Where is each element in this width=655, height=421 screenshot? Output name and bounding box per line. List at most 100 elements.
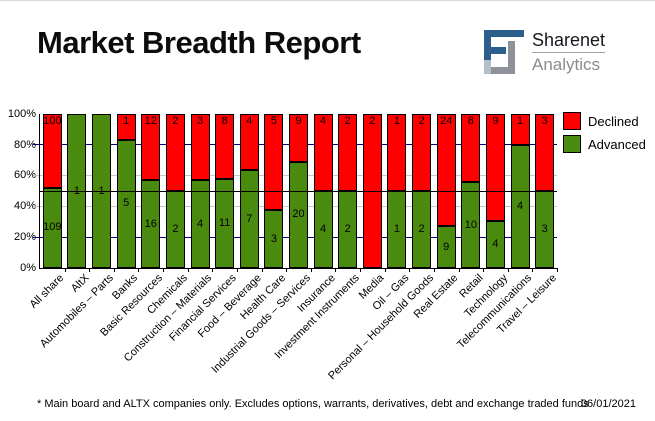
bar-4: 12 16 (141, 114, 161, 268)
segment-advanced: 20 (289, 161, 308, 268)
declined-value: 4 (320, 115, 327, 127)
x-tickmark (113, 268, 115, 272)
x-tickmark (532, 268, 534, 272)
segment-advanced: 109 (42, 187, 62, 268)
segment-advanced: 3 (264, 210, 284, 268)
segment-advanced: 11 (215, 178, 235, 268)
segment-declined: 12 (141, 114, 161, 180)
y-tickmark-20 (33, 237, 39, 238)
x-tickmark (212, 268, 214, 272)
x-tickmark (163, 268, 165, 272)
x-tickmark (384, 268, 386, 272)
plot-area: 1001091115121622348114753920442221122249… (33, 114, 558, 272)
page-title: Market Breadth Report (37, 25, 361, 60)
y-tick-80: 80% (13, 139, 36, 151)
report-date: 06/01/2021 (580, 398, 636, 410)
advanced-value: 10 (464, 218, 477, 231)
advanced-value: 3 (270, 232, 277, 245)
advanced-value: 2 (344, 223, 351, 235)
advanced-swatch-icon (563, 135, 581, 153)
y-tick-60: 60% (13, 169, 36, 181)
segment-declined: 8 (215, 114, 235, 179)
segment-declined: 2 (165, 114, 185, 191)
segment-advanced: 4 (510, 144, 530, 268)
y-tickmark-40 (33, 206, 39, 207)
declined-value: 1 (393, 115, 401, 127)
segment-advanced: 1 (387, 191, 407, 268)
advanced-value: 1 (98, 185, 104, 198)
segment-declined: 9 (485, 114, 505, 221)
y-tickmark-60 (33, 175, 39, 176)
declined-value: 9 (492, 115, 499, 127)
y-tick-20: 20% (13, 231, 36, 243)
segment-advanced: 4 (313, 191, 333, 268)
x-tickmark (557, 268, 558, 272)
x-tickmark (187, 268, 189, 272)
bar-16: 24 9 (436, 114, 456, 268)
x-tickmark (64, 268, 66, 272)
segment-declined: 4 (313, 114, 333, 191)
x-tickmark (310, 268, 312, 272)
segment-advanced: 2 (165, 191, 185, 268)
legend: Declined Advanced (563, 112, 646, 158)
declined-value: 3 (196, 115, 204, 127)
segment-advanced: 2 (338, 191, 358, 268)
gridline-50-black (40, 191, 557, 192)
x-tickmark (433, 268, 435, 272)
sharenet-logo: Sharenet Analytics (484, 30, 606, 74)
declined-value: 2 (418, 115, 425, 127)
x-axis-labels: All share AltX Automobiles – Parts Banks Bas… (28, 272, 559, 387)
x-tickmark (236, 268, 238, 272)
legend-label: Advanced (588, 136, 646, 152)
advanced-value: 11 (218, 216, 231, 229)
x-axis-label: All share (27, 272, 67, 311)
segment-declined: 8 (461, 114, 481, 183)
x-tickmark (261, 268, 263, 272)
logo-divider (532, 52, 606, 53)
segment-advanced: 16 (141, 180, 161, 268)
x-tickmark (458, 268, 460, 272)
advanced-value: 1 (74, 185, 80, 198)
advanced-value: 4 (517, 199, 524, 212)
segment-declined: 9 (289, 114, 308, 162)
segment-advanced: 4 (190, 180, 210, 268)
segment-advanced: 3 (535, 191, 555, 268)
declined-value: 2 (369, 115, 376, 127)
advanced-value: 5 (123, 197, 130, 210)
advanced-value: 7 (246, 212, 253, 225)
y-tick-40: 40% (13, 200, 36, 212)
declined-value: 1 (123, 115, 130, 127)
segment-advanced: 9 (436, 226, 456, 268)
declined-value: 1 (517, 115, 524, 127)
segment-advanced: 4 (485, 220, 505, 268)
segment-declined: 1 (116, 114, 136, 140)
declined-value: 8 (221, 115, 228, 127)
declined-value: 2 (344, 115, 351, 127)
bar-0: 100 109 (42, 114, 62, 268)
x-tickmark (138, 268, 140, 272)
advanced-value: 4 (320, 223, 327, 235)
legend-item-advanced: Advanced (563, 135, 646, 153)
advanced-value: 4 (492, 237, 499, 250)
declined-value: 9 (295, 115, 302, 127)
declined-value: 100 (43, 115, 62, 127)
segment-declined: 100 (42, 114, 62, 188)
logo-brand: Sharenet (532, 30, 606, 50)
logo-text: Sharenet Analytics (532, 30, 606, 74)
y-tickmark-80 (33, 144, 39, 145)
segment-declined: 3 (535, 114, 555, 191)
segment-declined: 1 (510, 114, 530, 145)
legend-item-declined: Declined (563, 112, 646, 130)
segment-declined: 5 (264, 114, 284, 211)
